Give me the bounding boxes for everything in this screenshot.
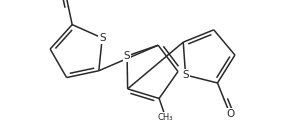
Text: S: S: [124, 51, 130, 61]
Text: O: O: [226, 109, 234, 119]
Text: S: S: [99, 33, 106, 43]
Text: S: S: [182, 70, 189, 80]
Text: CH₃: CH₃: [158, 113, 173, 122]
